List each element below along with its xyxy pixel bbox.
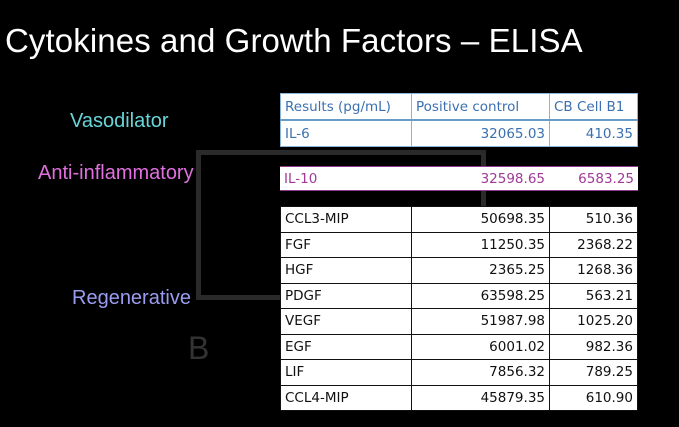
table-header-row: Results (pg/mL) Positive control CB Cell… [280,93,638,121]
column-header-cb-cell-b1: CB Cell B1 [549,93,638,121]
regenerative-table: CCL3-MIP 50698.35 510.36 FGF 11250.35 23… [280,206,638,411]
cb-cell-value: 610.90 [549,384,638,411]
table-row: IL-6 32065.03 410.35 [280,119,638,147]
row-name: VEGF [280,308,412,335]
table-row: VEGF 51987.98 1025.20 [280,308,638,335]
row-name: EGF [280,333,412,360]
column-header-results: Results (pg/mL) [280,93,412,121]
table-row: FGF 11250.35 2368.22 [280,231,638,258]
positive-control-value: 32065.03 [411,119,550,147]
anti-inflammatory-table: IL-10 32598.65 6583.25 [280,166,638,191]
table-row: CCL4-MIP 45879.35 610.90 [280,384,638,411]
positive-control-value: 51987.98 [411,308,550,335]
row-name: CCL3-MIP [280,206,412,233]
row-name: CCL4-MIP [280,384,412,411]
cb-cell-value: 789.25 [549,359,638,386]
table-row: LIF 7856.32 789.25 [280,359,638,386]
positive-control-value: 63598.25 [411,282,550,309]
table-row: PDGF 63598.25 563.21 [280,282,638,309]
cb-cell-value: 1268.36 [549,257,638,284]
cb-cell-value: 6583.25 [549,166,638,191]
row-name: HGF [280,257,412,284]
row-name: FGF [280,231,412,258]
positive-control-value: 6001.02 [411,333,550,360]
cb-cell-value: 982.36 [549,333,638,360]
positive-control-value: 7856.32 [411,359,550,386]
vasodilator-table: Results (pg/mL) Positive control CB Cell… [280,93,638,147]
table-row: HGF 2365.25 1268.36 [280,257,638,284]
table-row: EGF 6001.02 982.36 [280,333,638,360]
cb-cell-value: 1025.20 [549,308,638,335]
category-label-regenerative: Regenerative [72,287,191,309]
row-name: IL-10 [280,166,411,191]
row-name: PDGF [280,282,412,309]
cb-cell-value: 2368.22 [549,231,638,258]
category-label-anti-inflammatory: Anti-inflammatory [38,162,194,184]
positive-control-value: 2365.25 [411,257,550,284]
positive-control-value: 45879.35 [411,384,550,411]
row-name: LIF [280,359,412,386]
row-name: IL-6 [280,119,412,147]
table-row: CCL3-MIP 50698.35 510.36 [280,206,638,233]
positive-control-value: 50698.35 [411,206,550,233]
cb-cell-value: 510.36 [549,206,638,233]
category-label-vasodilator: Vasodilator [70,110,169,132]
table-row: IL-10 32598.65 6583.25 [280,166,638,191]
slide-title: Cytokines and Growth Factors – ELISA [5,22,583,59]
cb-cell-value: 410.35 [549,119,638,147]
cb-cell-value: 563.21 [549,282,638,309]
positive-control-value: 11250.35 [411,231,550,258]
column-header-positive-control: Positive control [411,93,550,121]
positive-control-value: 32598.65 [411,166,549,191]
